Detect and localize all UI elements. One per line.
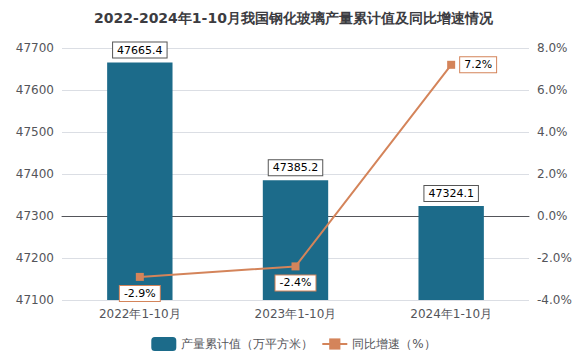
svg-text:产量累计值（万平方米）: 产量累计值（万平方米） [181, 337, 313, 351]
svg-text:47700: 47700 [16, 41, 54, 55]
svg-text:-2.0%: -2.0% [537, 251, 572, 265]
svg-text:8.0%: 8.0% [537, 41, 568, 55]
svg-text:47385.2: 47385.2 [273, 161, 319, 174]
svg-text:-2.9%: -2.9% [124, 287, 156, 300]
svg-text:47665.4: 47665.4 [117, 44, 163, 57]
svg-text:-2.4%: -2.4% [280, 276, 312, 289]
svg-text:2.0%: 2.0% [537, 167, 568, 181]
svg-text:47500: 47500 [16, 125, 54, 139]
svg-text:47600: 47600 [16, 83, 54, 97]
svg-text:2022年1-10月: 2022年1-10月 [99, 307, 181, 321]
svg-text:47300: 47300 [16, 209, 54, 223]
svg-text:2023年1-10月: 2023年1-10月 [255, 307, 337, 321]
svg-text:47200: 47200 [16, 251, 54, 265]
svg-text:2024年1-10月: 2024年1-10月 [410, 307, 492, 321]
svg-text:4.0%: 4.0% [537, 125, 568, 139]
svg-text:-4.0%: -4.0% [537, 293, 572, 307]
svg-text:同比增速（%）: 同比增速（%） [352, 337, 435, 351]
svg-text:7.2%: 7.2% [464, 58, 492, 71]
svg-text:6.0%: 6.0% [537, 83, 568, 97]
svg-text:2022-2024年1-10月我国钢化玻璃产量累计值及同比增: 2022-2024年1-10月我国钢化玻璃产量累计值及同比增速情况 [94, 10, 494, 26]
svg-text:47400: 47400 [16, 167, 54, 181]
svg-text:47100: 47100 [16, 293, 54, 307]
svg-text:47324.1: 47324.1 [428, 187, 474, 200]
svg-text:0.0%: 0.0% [537, 209, 568, 223]
